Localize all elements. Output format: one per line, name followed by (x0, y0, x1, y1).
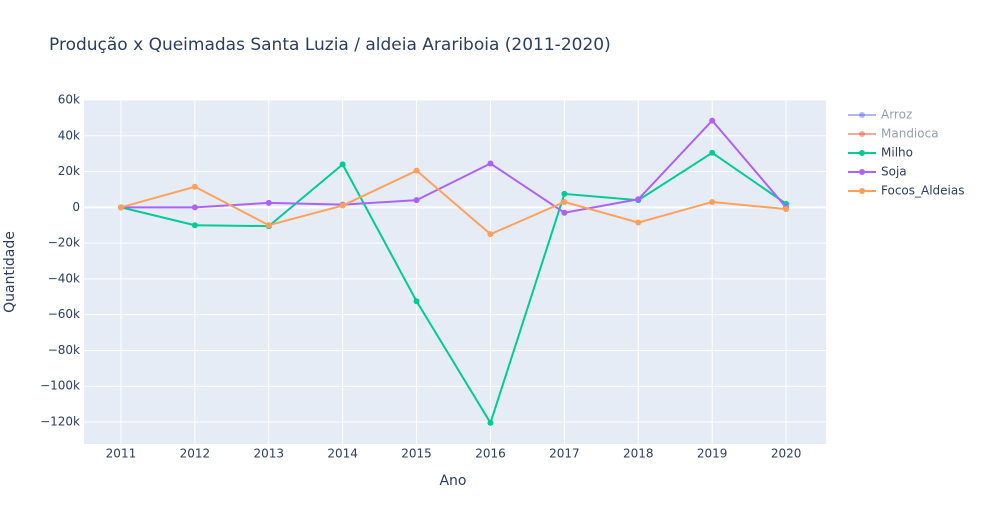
data-point (635, 196, 642, 203)
y-tick-label: −60k (48, 307, 80, 321)
legend-marker (859, 169, 865, 175)
data-point (635, 219, 642, 226)
legend-marker (859, 188, 865, 194)
legend-label[interactable]: Milho (881, 146, 913, 160)
legend-label[interactable]: Focos_Aldeias (881, 184, 965, 198)
y-tick-label: 0 (72, 200, 80, 214)
y-tick-label: 60k (58, 93, 80, 107)
x-tick-label: 2012 (180, 447, 211, 461)
chart-title: Produção x Queimadas Santa Luzia / aldei… (49, 35, 611, 55)
x-tick-label: 2011 (106, 447, 137, 461)
data-point (783, 206, 790, 213)
series-line (120, 151, 787, 426)
y-tick-label: −40k (48, 271, 80, 285)
data-point (709, 149, 716, 156)
y-tick-label: 20k (58, 164, 80, 178)
y-tick-label: 40k (58, 128, 80, 142)
data-point (487, 231, 494, 238)
data-point (413, 197, 420, 204)
data-point (339, 161, 346, 168)
legend-label[interactable]: Mandioca (881, 127, 939, 141)
x-tick-label: 2018 (623, 447, 654, 461)
data-point (561, 209, 568, 216)
data-point (709, 117, 716, 124)
legend-marker (859, 150, 865, 156)
data-point (339, 202, 346, 209)
legend-label[interactable]: Arroz (881, 108, 912, 122)
data-point (561, 190, 568, 197)
series-line (120, 169, 787, 236)
data-point (265, 222, 272, 229)
data-point (191, 183, 198, 190)
y-tick-label: −120k (40, 414, 80, 428)
x-tick-label: 2015 (401, 447, 432, 461)
x-tick-label: 2014 (327, 447, 358, 461)
y-tick-label: −100k (40, 379, 80, 393)
data-point (413, 298, 420, 305)
legend-marker (859, 131, 865, 137)
x-tick-label: 2019 (697, 447, 728, 461)
x-tick-label: 2020 (771, 447, 802, 461)
x-tick-label: 2017 (549, 447, 580, 461)
data-point (709, 198, 716, 205)
legend-marker (859, 112, 865, 118)
y-axis-title: Quantidade (2, 231, 18, 313)
y-tick-label: −80k (48, 343, 80, 357)
data-point (487, 160, 494, 167)
legend-label[interactable]: Soja (881, 165, 907, 179)
x-axis-title: Ano (439, 473, 466, 489)
y-tick-label: −20k (48, 236, 80, 250)
data-point (117, 204, 124, 211)
x-tick-label: 2013 (253, 447, 284, 461)
data-point (191, 222, 198, 229)
data-point (191, 204, 198, 211)
data-point (265, 199, 272, 206)
data-point (413, 167, 420, 174)
x-tick-label: 2016 (475, 447, 506, 461)
data-point (487, 419, 494, 426)
data-point (561, 198, 568, 205)
